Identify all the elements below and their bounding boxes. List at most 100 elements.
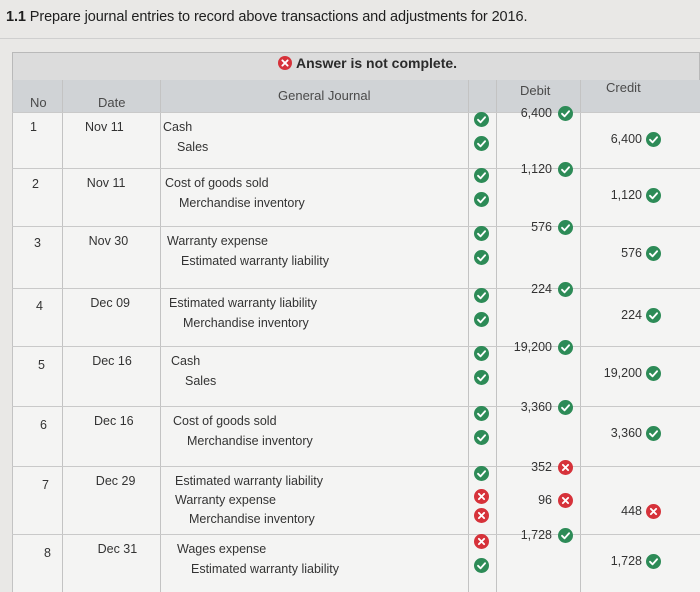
check-circle-icon — [474, 370, 489, 385]
check-circle-icon — [474, 250, 489, 265]
debit-amount-field[interactable]: 224 — [531, 282, 552, 296]
check-circle-icon — [646, 554, 661, 569]
debit-amount-field[interactable]: 352 — [531, 460, 552, 474]
check-circle-icon — [474, 288, 489, 303]
row-divider — [12, 226, 700, 227]
account-field[interactable]: Estimated warranty liability — [181, 254, 329, 268]
x-circle-icon — [474, 489, 489, 504]
row-divider — [12, 534, 700, 535]
check-circle-icon — [474, 136, 489, 151]
check-circle-icon — [558, 528, 573, 543]
entry-date: Nov 30 — [88, 234, 129, 248]
account-field[interactable]: Merchandise inventory — [179, 196, 305, 210]
header-general-journal: General Journal — [278, 88, 371, 103]
divider — [0, 38, 700, 39]
x-circle-icon — [474, 508, 489, 523]
credit-amount-field[interactable]: 1,120 — [610, 188, 642, 202]
column-divider — [496, 80, 497, 592]
check-circle-icon — [558, 400, 573, 415]
column-divider — [580, 80, 581, 592]
account-field[interactable]: Cost of goods sold — [173, 414, 277, 428]
x-circle-icon — [646, 504, 661, 519]
entry-number: 7 — [42, 478, 49, 492]
entry-date: Nov 11 — [86, 176, 126, 190]
check-circle-icon — [646, 308, 661, 323]
check-circle-icon — [474, 406, 489, 421]
entry-number: 6 — [40, 418, 47, 432]
row-divider — [12, 168, 700, 169]
debit-amount-field[interactable]: 576 — [531, 220, 552, 234]
check-circle-icon — [558, 106, 573, 121]
account-field[interactable]: Merchandise inventory — [189, 512, 315, 526]
debit-amount-field[interactable]: 6,400 — [520, 106, 552, 120]
credit-amount-field[interactable]: 448 — [621, 504, 642, 518]
entry-date: Dec 29 — [95, 474, 136, 488]
column-divider — [62, 80, 63, 592]
account-field[interactable]: Estimated warranty liability — [175, 474, 323, 488]
account-field[interactable]: Warranty expense — [175, 493, 276, 507]
header-credit: Credit — [606, 80, 641, 95]
row-divider — [12, 466, 700, 467]
row-divider — [12, 406, 700, 407]
account-field[interactable]: Warranty expense — [167, 234, 268, 248]
account-field[interactable]: Cost of goods sold — [165, 176, 269, 190]
check-circle-icon — [474, 192, 489, 207]
x-circle-icon — [278, 56, 292, 70]
credit-amount-field[interactable]: 1,728 — [610, 554, 642, 568]
entry-date: Dec 09 — [90, 296, 130, 310]
account-field[interactable]: Sales — [185, 374, 217, 388]
row-divider — [12, 112, 700, 113]
credit-amount-field[interactable]: 3,360 — [610, 426, 642, 440]
check-circle-icon — [474, 466, 489, 481]
x-circle-icon — [558, 493, 573, 508]
account-field[interactable]: Cash — [171, 354, 201, 368]
entry-number: 4 — [36, 299, 43, 313]
check-circle-icon — [646, 132, 661, 147]
check-circle-icon — [558, 162, 573, 177]
debit-amount-field[interactable]: 96 — [538, 493, 552, 507]
credit-amount-field[interactable]: 576 — [621, 246, 642, 260]
account-field[interactable]: Estimated warranty liability — [169, 296, 317, 310]
header-no: No — [30, 95, 47, 110]
check-circle-icon — [646, 188, 661, 203]
check-circle-icon — [474, 558, 489, 573]
x-circle-icon — [558, 460, 573, 475]
journal-table — [12, 112, 700, 592]
entry-number: 2 — [32, 177, 39, 191]
question-heading: 1.1 Prepare journal entries to record ab… — [6, 9, 527, 25]
entry-date: Dec 31 — [97, 542, 138, 556]
check-circle-icon — [558, 220, 573, 235]
entry-date: Dec 16 — [92, 354, 132, 368]
entry-number: 3 — [34, 236, 41, 250]
check-circle-icon — [646, 426, 661, 441]
account-field[interactable]: Sales — [177, 140, 209, 154]
account-field[interactable]: Cash — [163, 120, 193, 134]
debit-amount-field[interactable]: 3,360 — [520, 400, 552, 414]
banner-text: Answer is not complete. — [296, 55, 458, 71]
row-divider — [12, 288, 700, 289]
account-field[interactable]: Merchandise inventory — [183, 316, 309, 330]
account-field[interactable]: Wages expense — [177, 542, 267, 556]
credit-amount-field[interactable]: 6,400 — [610, 132, 642, 146]
credit-amount-field[interactable]: 224 — [621, 308, 642, 322]
debit-amount-field[interactable]: 19,200 — [513, 340, 552, 354]
check-circle-icon — [558, 282, 573, 297]
column-divider — [468, 80, 469, 592]
column-divider — [12, 80, 13, 592]
answer-status-banner: Answer is not complete. — [278, 55, 457, 71]
header-debit: Debit — [520, 83, 551, 98]
account-field[interactable]: Merchandise inventory — [187, 434, 313, 448]
check-circle-icon — [646, 246, 661, 261]
credit-amount-field[interactable]: 19,200 — [603, 366, 642, 380]
debit-amount-field[interactable]: 1,120 — [520, 162, 552, 176]
entry-date: Nov 11 — [85, 120, 124, 134]
account-field[interactable]: Estimated warranty liability — [191, 562, 339, 576]
question-number: 1.1 — [6, 9, 26, 25]
debit-amount-field[interactable]: 1,728 — [520, 528, 552, 542]
x-circle-icon — [474, 534, 489, 549]
question-text: Prepare journal entries to record above … — [29, 9, 528, 25]
row-divider — [12, 346, 700, 347]
check-circle-icon — [474, 112, 489, 127]
check-circle-icon — [474, 430, 489, 445]
entry-number: 8 — [44, 546, 51, 560]
